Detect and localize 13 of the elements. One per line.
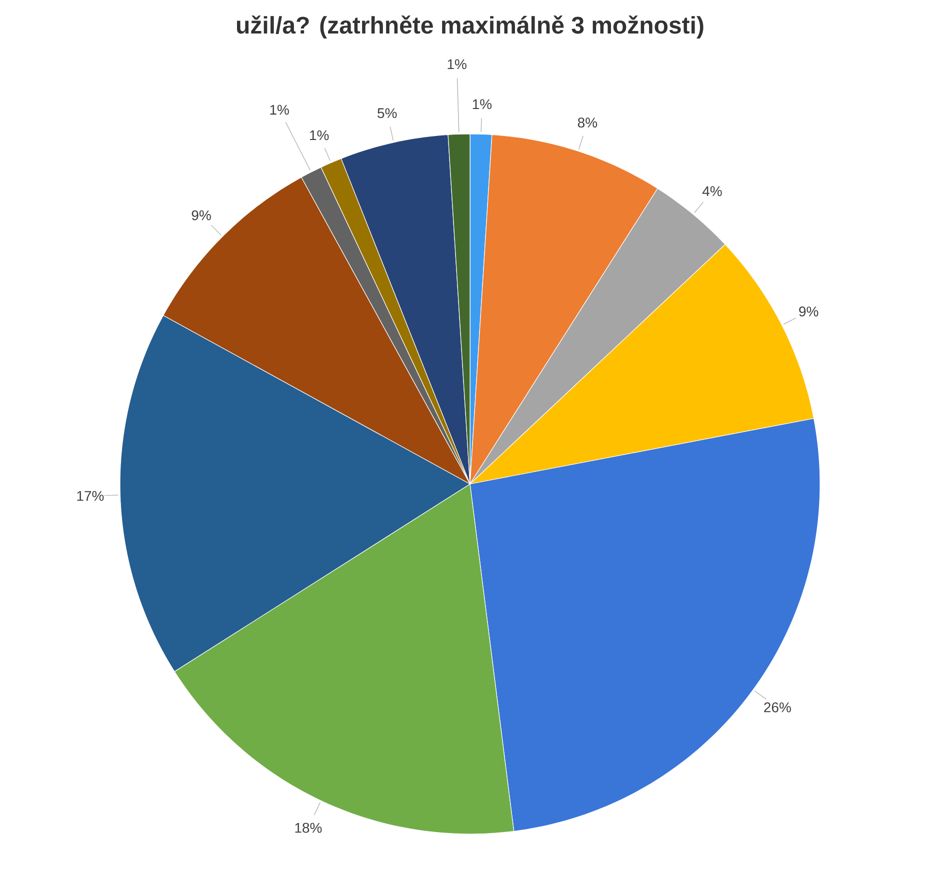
data-label: 1% — [270, 104, 289, 115]
data-label: 8% — [578, 118, 598, 128]
data-label: 1% — [472, 99, 492, 110]
data-label: 5% — [378, 108, 397, 118]
chart-title: užil/a? (zatrhněte maximálně 3 možnosti) — [237, 16, 704, 38]
data-label: 9% — [192, 210, 211, 220]
data-label: 26% — [764, 702, 791, 712]
data-label: 18% — [295, 822, 322, 833]
data-label: 1% — [448, 59, 466, 70]
data-label: 9% — [799, 306, 818, 316]
data-label: 1% — [310, 130, 329, 140]
data-label: 4% — [702, 186, 722, 196]
data-label: 17% — [77, 491, 104, 501]
